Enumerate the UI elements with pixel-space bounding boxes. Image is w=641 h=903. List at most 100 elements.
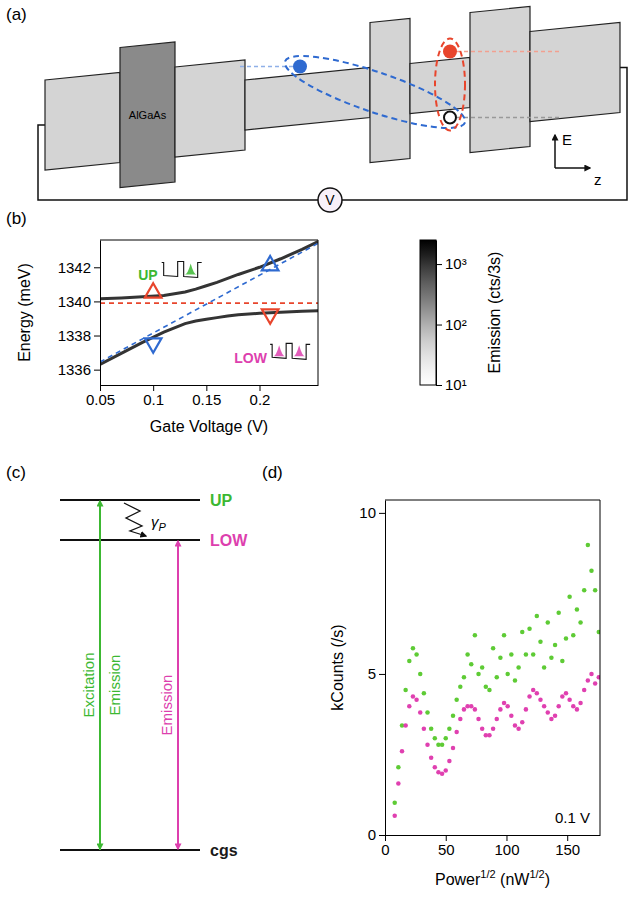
panel-b: (b)0.050.10.150.21336133813401342UPLOWGa… <box>6 209 503 435</box>
data-point <box>582 588 587 593</box>
hole <box>444 112 456 124</box>
tick: 10¹ <box>436 376 467 393</box>
data-point <box>542 665 547 670</box>
data-point <box>447 726 452 731</box>
data-point <box>538 639 543 644</box>
data-point <box>586 678 591 683</box>
tick-label: 10³ <box>445 255 467 272</box>
tick: 10³ <box>436 255 467 272</box>
panel-a: (a)AlGaAsEzV <box>6 5 627 212</box>
data-point <box>491 726 496 731</box>
data-point <box>392 813 397 818</box>
barrier-label: AlGaAs <box>129 109 167 121</box>
band-gap <box>175 60 245 157</box>
tick: 0.15 <box>192 385 221 408</box>
label-part: ) <box>545 871 550 888</box>
tick-label: 0 <box>381 841 389 858</box>
tick-mark <box>436 385 442 386</box>
data-point <box>440 772 445 777</box>
wavefunction-inset <box>162 261 202 277</box>
x-axis: 0.050.10.150.2 <box>86 385 319 408</box>
data-point <box>451 746 456 751</box>
superscript: 1/2 <box>480 868 495 880</box>
transition-arrow <box>177 541 179 849</box>
tick: 0.1 <box>143 385 164 408</box>
data-point <box>403 688 408 693</box>
data-point <box>458 717 463 722</box>
data-point <box>487 733 492 738</box>
data-point <box>513 678 518 683</box>
data-point <box>578 620 583 625</box>
data-point <box>411 646 416 651</box>
colorbar-axis: 10¹10²10³ <box>436 241 467 394</box>
data-point <box>480 726 485 731</box>
data-point <box>454 730 459 735</box>
data-point <box>462 675 467 680</box>
frame-right <box>318 240 319 385</box>
data-point <box>524 707 529 712</box>
data-point <box>502 633 507 638</box>
data-point <box>509 652 514 657</box>
data-point <box>392 801 397 806</box>
data-point <box>567 697 572 702</box>
data-point <box>414 697 419 702</box>
algaas-barrier <box>120 42 175 188</box>
level-label: LOW <box>210 532 248 549</box>
tick: 1342 <box>58 259 100 276</box>
label-part: Power <box>435 871 481 888</box>
tick: 0.05 <box>86 385 115 408</box>
data-point <box>451 714 456 719</box>
band-gap <box>370 19 410 163</box>
data-point <box>549 656 554 661</box>
data-point <box>502 701 507 706</box>
data-point <box>546 710 551 715</box>
tick-mark <box>379 513 385 514</box>
data-point <box>440 743 445 748</box>
data-point <box>593 588 598 593</box>
data-point <box>520 630 525 635</box>
data-point <box>396 765 401 770</box>
data-point <box>513 723 518 728</box>
tick-mark <box>436 264 442 265</box>
data-point <box>433 765 438 770</box>
wavefunction <box>185 263 197 274</box>
energy-label: E <box>562 131 572 148</box>
data-point <box>498 656 503 661</box>
triangle-marker <box>262 309 279 323</box>
tick-label: 1340 <box>58 293 91 310</box>
energy-level <box>60 539 200 541</box>
data-point <box>465 652 470 657</box>
tick: 5 <box>368 665 385 682</box>
data-point <box>396 781 401 786</box>
transition-label: Emission <box>106 655 123 716</box>
data-point <box>546 620 551 625</box>
data-point <box>473 707 478 712</box>
level-dash <box>450 117 560 119</box>
annotation: LOW <box>234 350 267 366</box>
tick-label: 0.15 <box>192 391 221 408</box>
y-axis: 0510 <box>359 501 385 844</box>
emission-branch <box>100 242 318 299</box>
tick-label: 100 <box>494 841 519 858</box>
voltage-source <box>318 188 342 212</box>
data-point <box>560 694 565 699</box>
tick: 1340 <box>58 293 100 310</box>
data-point <box>575 707 580 712</box>
data-point <box>516 726 521 731</box>
position-arrow <box>555 167 590 169</box>
data-point <box>564 691 569 696</box>
position-label: z <box>594 171 602 188</box>
data-point <box>578 701 583 706</box>
data-point <box>593 681 598 686</box>
data-point <box>553 714 558 719</box>
data-point <box>597 675 600 680</box>
data-point <box>564 636 569 641</box>
energy-arrow <box>554 135 556 168</box>
data-point <box>414 652 419 657</box>
panel-label: (c) <box>6 463 26 482</box>
data-point <box>505 672 510 677</box>
tick: 50 <box>438 835 455 858</box>
band-gap <box>45 73 120 171</box>
x-axis-title: Power1/2 (nW1/2) <box>435 868 550 888</box>
tick: 100 <box>494 835 519 858</box>
